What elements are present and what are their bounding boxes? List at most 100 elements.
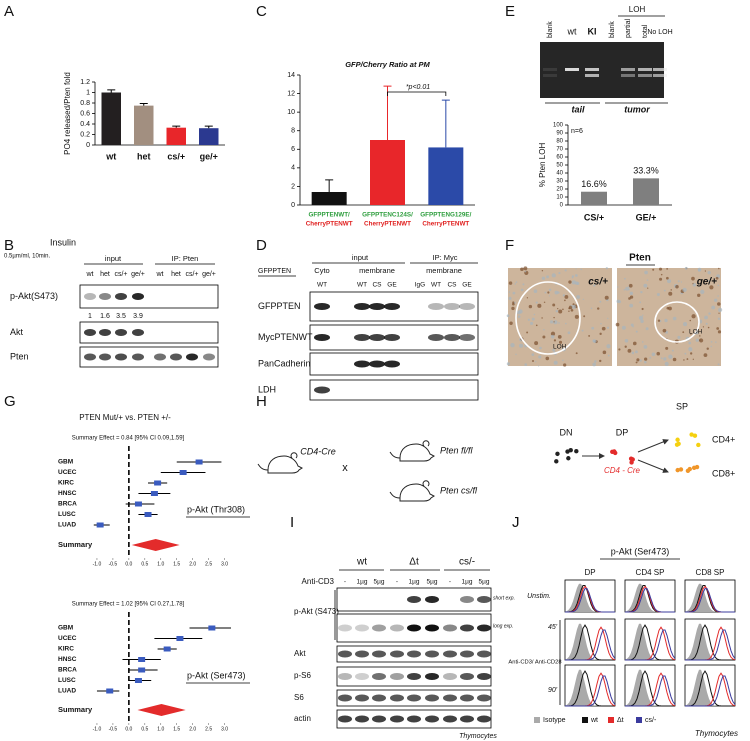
effect-box — [176, 636, 184, 641]
blot-band — [372, 694, 386, 702]
histology-texture — [571, 280, 576, 285]
gel-band — [585, 74, 599, 77]
summary-diamond — [131, 539, 180, 551]
histology-texture — [668, 306, 672, 311]
x-tick-label: wt — [105, 151, 116, 161]
histogram-curve — [625, 629, 676, 661]
histology-texture — [520, 267, 524, 272]
region-label: LOH — [553, 344, 567, 351]
histology-texture — [641, 307, 644, 311]
cell-dot — [565, 449, 570, 454]
histology-texture — [677, 280, 680, 283]
blot-band — [460, 673, 474, 680]
blot-band — [354, 360, 370, 368]
histology-texture — [558, 322, 560, 324]
histology-texture — [660, 357, 663, 360]
source-label: tail — [571, 104, 585, 114]
construct: GFPPTEN — [258, 268, 291, 275]
histology-texture — [553, 360, 558, 365]
y-tick-label: 0.6 — [80, 110, 90, 117]
histology-texture — [531, 317, 535, 321]
histology-texture — [708, 312, 711, 315]
quantification: 1 — [88, 313, 92, 320]
histology-texture — [683, 359, 685, 361]
panel-label: F — [505, 237, 514, 254]
histology-texture — [666, 306, 670, 310]
lane-label: cs/+ — [185, 271, 198, 278]
study-label: LUSC — [58, 511, 76, 518]
histology-texture — [684, 352, 687, 355]
blot-band — [154, 353, 166, 361]
lane-label: partial — [625, 18, 632, 38]
x-tick-label: 1.5 — [173, 561, 180, 567]
blot-band — [314, 334, 330, 341]
histology-texture — [520, 288, 524, 292]
allele-label: Pten fl/fl — [440, 445, 474, 455]
histology-texture — [564, 299, 566, 302]
histology-texture — [568, 280, 572, 284]
histology-texture — [607, 354, 610, 357]
y-tick-label: 2 — [291, 183, 295, 190]
legend-swatch — [534, 717, 540, 723]
stage-label: DN — [560, 427, 573, 437]
bar — [311, 192, 347, 205]
histology-texture — [526, 331, 529, 334]
dose-label: - — [396, 579, 398, 586]
panel-label: I — [290, 514, 294, 531]
lane-label: GE — [387, 282, 397, 289]
histology-texture — [691, 314, 696, 319]
cell-type: Thymocytes — [695, 729, 738, 738]
histology-texture — [594, 360, 597, 363]
x-tick-label: ge/+ — [200, 151, 218, 161]
cell-dot — [692, 433, 698, 438]
histology-texture — [599, 300, 602, 303]
histology-texture — [627, 348, 632, 353]
panel-label: E — [505, 3, 515, 20]
histology-texture — [597, 307, 600, 310]
histology-texture — [543, 301, 546, 304]
cell-dot — [675, 467, 680, 473]
histology-texture — [533, 289, 538, 293]
histogram-curve — [625, 624, 675, 661]
histogram-curve — [565, 624, 615, 661]
histology-texture — [526, 297, 529, 299]
histology-texture — [601, 326, 606, 331]
blot-band — [444, 303, 460, 310]
histology-texture — [697, 293, 701, 298]
blot-band — [443, 624, 457, 632]
study-label: UCEC — [58, 469, 77, 476]
dose-label: 1µg — [357, 579, 368, 586]
condition-label: 45' — [548, 624, 558, 631]
legend-label: wt — [590, 717, 598, 724]
series-label: p-Akt (Thr308) — [187, 504, 245, 514]
stimulus-label: Anti-CD3/ Anti-CD28 — [508, 660, 561, 666]
histology-texture — [636, 358, 640, 362]
histology-texture — [575, 352, 578, 355]
forest-subtitle: Summary Effect = 0.84 [95% CI 0.09,1.59] — [72, 436, 185, 442]
histology-texture — [660, 273, 663, 276]
treatment-label: Anti-CD3 — [302, 577, 335, 586]
histology-texture — [558, 272, 561, 275]
histology-texture — [574, 314, 579, 319]
x-tick-label: 2.0 — [189, 561, 196, 567]
effect-box — [138, 667, 146, 673]
histology-texture — [571, 304, 576, 309]
blot-band — [425, 694, 439, 702]
blot-band — [477, 694, 491, 702]
histology-texture — [538, 365, 540, 367]
y-tick-label: 60 — [556, 155, 563, 161]
panel-label: D — [256, 237, 267, 254]
bar — [428, 147, 464, 205]
genotype-label: ge/+ — [696, 277, 717, 288]
study-label: GBM — [58, 459, 73, 466]
histology-texture — [715, 276, 719, 280]
column-label: CD4 SP — [636, 568, 665, 577]
lane-label: blank — [609, 21, 616, 38]
histogram-curve — [625, 588, 675, 613]
condition-label: 90' — [548, 687, 558, 694]
y-tick-label: 0.4 — [80, 121, 90, 128]
blot-band — [115, 293, 127, 300]
blot-band — [443, 673, 457, 680]
x-tick-label: CS/+ — [584, 212, 604, 222]
histology-texture — [524, 363, 528, 366]
